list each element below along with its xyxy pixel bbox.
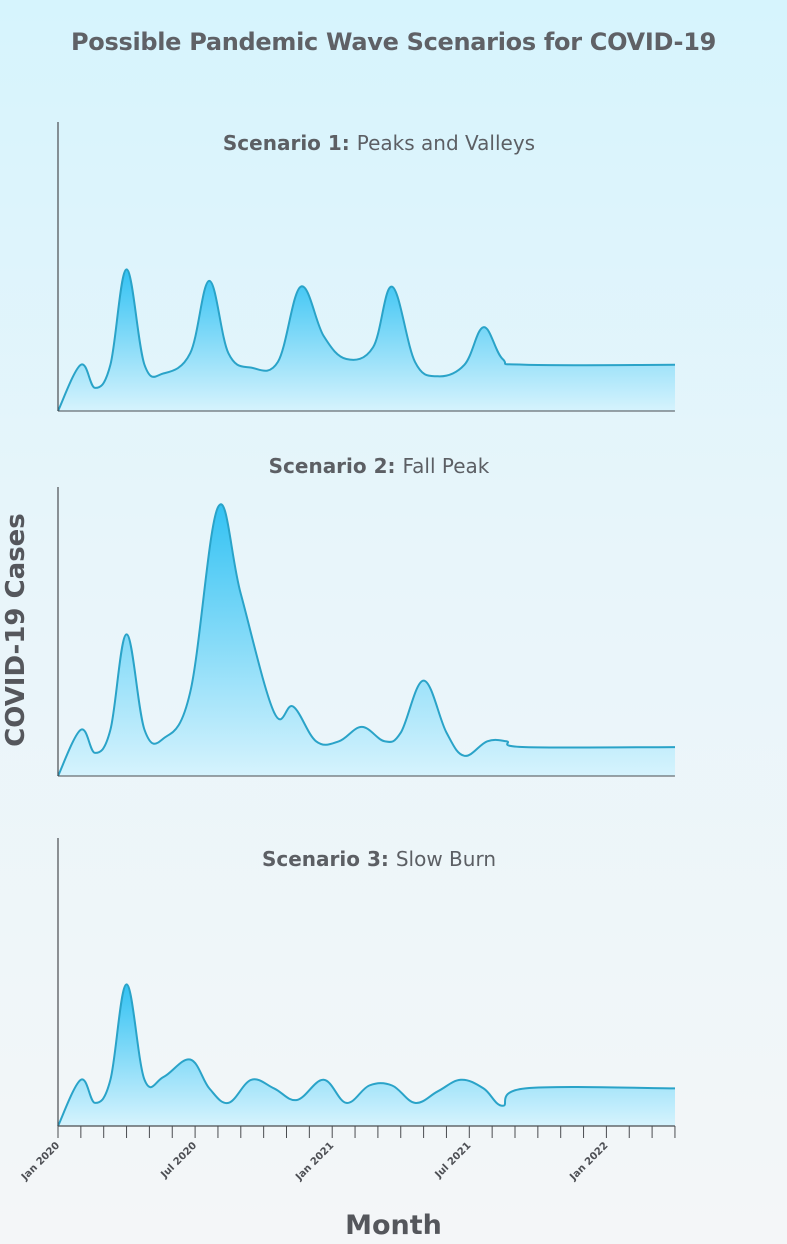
x-axis-title: Month: [345, 1210, 442, 1241]
scenario-3-title-lead: Scenario 3:: [262, 847, 396, 871]
scenario-panel-1: Scenario 1: Peaks and Valleys: [57, 122, 676, 412]
x-tick-label: Jan 2022: [567, 1140, 610, 1183]
x-tick-label: Jan 2021: [293, 1140, 336, 1183]
scenario-2-title-name: Fall Peak: [402, 454, 489, 478]
scenario-3-title-name: Slow Burn: [396, 847, 496, 871]
scenario-1-series-line: [57, 268, 676, 412]
scenario-2-area-fill: [58, 504, 675, 776]
x-tick-label: Jan 2020: [19, 1140, 62, 1183]
x-tick-label: Jul 2021: [433, 1140, 474, 1181]
scenario-2-series-line: [57, 503, 676, 777]
x-tick-label: Jul 2020: [158, 1140, 199, 1181]
scenario-panel-2: Scenario 2: Fall Peak: [57, 454, 676, 777]
scenario-1-area-fill: [58, 269, 675, 411]
scenario-3-series-line: [57, 983, 676, 1127]
scenario-1-title: Scenario 1: Peaks and Valleys: [223, 131, 535, 155]
scenario-3-title: Scenario 3: Slow Burn: [262, 847, 496, 871]
chart-title: Possible Pandemic Wave Scenarios for COV…: [71, 28, 716, 56]
scenario-2-title-lead: Scenario 2:: [269, 454, 403, 478]
scenario-2-title: Scenario 2: Fall Peak: [269, 454, 490, 478]
scenario-1-title-name: Peaks and Valleys: [357, 131, 535, 155]
scenario-3-area-fill: [58, 984, 675, 1126]
scenario-panel-3: Scenario 3: Slow Burn: [57, 838, 676, 1127]
scenario-1-title-lead: Scenario 1:: [223, 131, 357, 155]
panels-layer: Scenario 1: Peaks and Valleys Scenario 2:…: [57, 122, 676, 1127]
x-axis: Jan 2020 Jul 2020 Jan 2021 Jul 2021 Jan 2022: [19, 1125, 676, 1183]
